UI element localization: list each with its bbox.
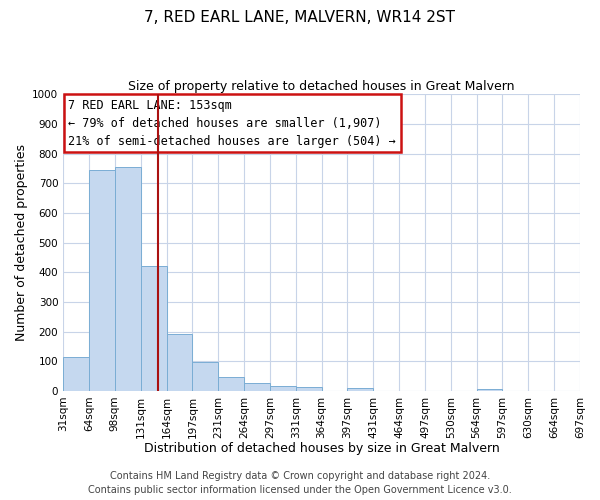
Bar bbox=[347, 388, 373, 391]
Text: Contains HM Land Registry data © Crown copyright and database right 2024.
Contai: Contains HM Land Registry data © Crown c… bbox=[88, 471, 512, 495]
Bar bbox=[270, 386, 296, 391]
Text: 7 RED EARL LANE: 153sqm
← 79% of detached houses are smaller (1,907)
21% of semi: 7 RED EARL LANE: 153sqm ← 79% of detache… bbox=[68, 98, 396, 148]
Bar bbox=[193, 362, 218, 391]
Y-axis label: Number of detached properties: Number of detached properties bbox=[15, 144, 28, 341]
Bar bbox=[167, 334, 193, 391]
X-axis label: Distribution of detached houses by size in Great Malvern: Distribution of detached houses by size … bbox=[144, 442, 499, 455]
Bar bbox=[218, 377, 244, 391]
Bar bbox=[115, 167, 140, 391]
Bar bbox=[63, 358, 89, 391]
Bar bbox=[296, 387, 322, 391]
Bar bbox=[89, 170, 115, 391]
Bar bbox=[244, 384, 270, 391]
Text: 7, RED EARL LANE, MALVERN, WR14 2ST: 7, RED EARL LANE, MALVERN, WR14 2ST bbox=[145, 10, 455, 25]
Bar bbox=[476, 390, 502, 391]
Title: Size of property relative to detached houses in Great Malvern: Size of property relative to detached ho… bbox=[128, 80, 515, 93]
Bar bbox=[140, 266, 167, 391]
